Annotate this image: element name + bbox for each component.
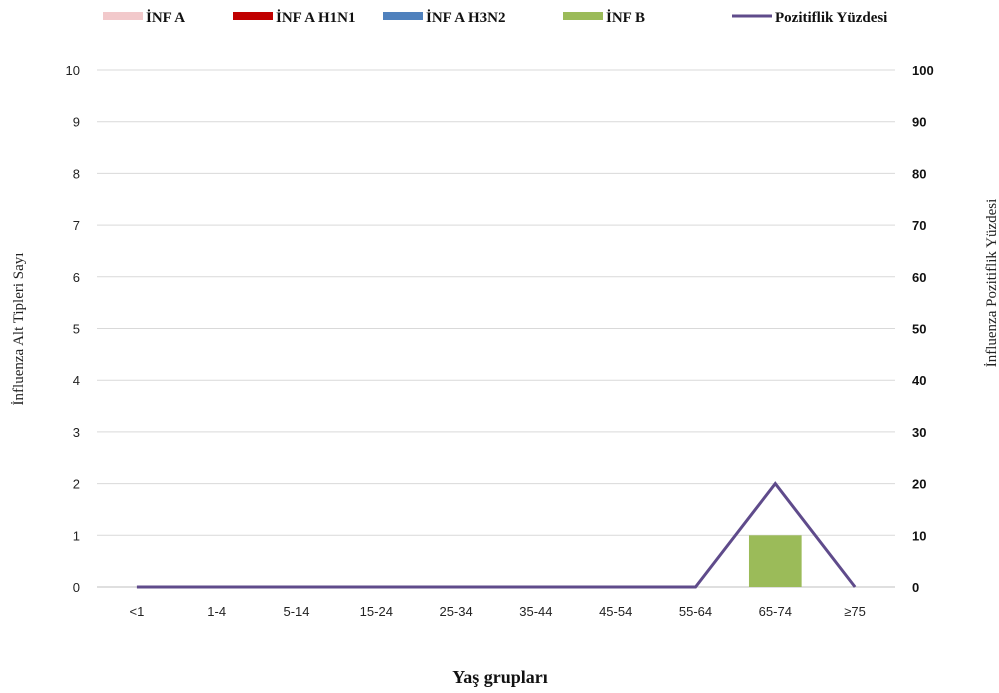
y-tick-label: 2 — [73, 477, 80, 492]
legend-swatch — [563, 12, 603, 20]
x-tick-label: 5-14 — [283, 604, 309, 619]
y2-tick-label: 80 — [912, 166, 926, 181]
x-tick-label: <1 — [129, 604, 144, 619]
y2-tick-label: 50 — [912, 322, 926, 337]
y-tick-label: 4 — [73, 373, 80, 388]
line-series — [136, 481, 857, 589]
y-tick-label: 10 — [66, 63, 80, 78]
legend-label: İNF B — [606, 9, 645, 26]
bars — [748, 535, 802, 587]
y2-tick-label: 0 — [912, 580, 919, 595]
x-tick-label: 25-34 — [439, 604, 472, 619]
legend-swatch — [233, 12, 273, 20]
bar — [748, 535, 802, 587]
y-axis-title: İnfluenza Alt Tipleri Sayı — [11, 253, 27, 406]
legend-label: İNF A H3N2 — [426, 9, 505, 26]
legend-label: Pozitiflik Yüzdesi — [775, 10, 887, 26]
y2-tick-label: 90 — [912, 115, 926, 130]
x-axis-title: Yaş grupları — [452, 667, 548, 687]
x-tick-label: 65-74 — [759, 604, 792, 619]
y2-tick-label: 10 — [912, 528, 926, 543]
y-tick-label: 5 — [73, 322, 80, 337]
legend-swatch — [383, 12, 423, 20]
y2-tick-label: 20 — [912, 477, 926, 492]
legend-swatch — [103, 12, 143, 20]
y2-tick-label: 70 — [912, 218, 926, 233]
x-tick-label: 55-64 — [679, 604, 712, 619]
x-tick-label: 45-54 — [599, 604, 632, 619]
y2-tick-label: 30 — [912, 425, 926, 440]
y-tick-label: 3 — [73, 425, 80, 440]
y-tick-label: 6 — [73, 270, 80, 285]
legend-label: İNF A H1N1 — [276, 9, 355, 26]
x-axis-ticks: <1 1-4 5-14 15-24 25-34 35-44 45-54 55-64 65-74 ≥… — [129, 604, 865, 619]
x-tick-label: 35-44 — [519, 604, 552, 619]
y-tick-label: 9 — [73, 115, 80, 130]
legend-label: İNF A — [146, 9, 185, 26]
y-tick-label: 8 — [73, 166, 80, 181]
y2-axis-ticks: 0 10 20 30 40 50 60 70 80 90 100 — [912, 63, 934, 595]
y-tick-label: 7 — [73, 218, 80, 233]
x-tick-label: ≥75 — [844, 604, 866, 619]
y2-tick-label: 60 — [912, 270, 926, 285]
y-tick-label: 0 — [73, 580, 80, 595]
y-axis-ticks: 0 1 2 3 4 5 6 7 8 9 10 — [66, 63, 80, 595]
gridlines — [97, 69, 895, 588]
legend: İNF A İNF A H1N1 İNF A H3N2 İNF B Pozitiflik… — [103, 9, 887, 26]
series-line — [136, 481, 857, 589]
x-tick-label: 15-24 — [360, 604, 393, 619]
y2-tick-label: 100 — [912, 63, 934, 78]
y2-tick-label: 40 — [912, 373, 926, 388]
x-tick-label: 1-4 — [207, 604, 226, 619]
y2-axis-title: İnfluenza Pozitiflik Yüzdesi — [984, 199, 999, 368]
y-tick-label: 1 — [73, 528, 80, 543]
